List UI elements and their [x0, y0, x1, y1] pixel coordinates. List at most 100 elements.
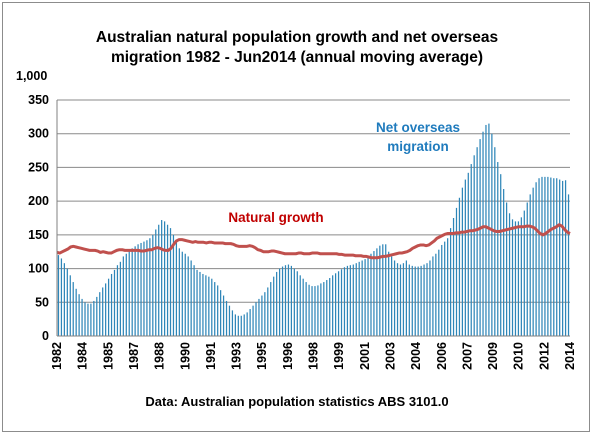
migration-bar [396, 263, 399, 336]
migration-bar [131, 248, 133, 336]
migration-bar [455, 207, 458, 336]
migration-bar [252, 305, 254, 336]
migration-bar [290, 265, 293, 336]
migration-bar [526, 202, 528, 336]
y-tick-label: 150 [28, 228, 49, 242]
migration-bar [337, 271, 340, 336]
migration-bar [532, 187, 534, 336]
migration-bar [90, 303, 92, 336]
migration-bar [311, 286, 313, 336]
migration-bar [382, 244, 384, 336]
migration-bar [208, 276, 210, 336]
x-tick-label: 2014 [563, 342, 577, 370]
migration-bar [222, 295, 225, 336]
migration-bar [302, 278, 304, 336]
migration-bar [514, 221, 517, 336]
x-tick-labels: 1982 1984 1985 1987 1988 1990 1991 1993 1995 1996… [50, 342, 577, 370]
migration-bar [217, 285, 219, 336]
x-tick-label: 1991 [204, 342, 218, 370]
migration-bar [178, 248, 180, 336]
x-tick-label: 2006 [435, 342, 449, 370]
migration-bar [296, 271, 298, 336]
migration-bar [84, 302, 86, 336]
y-axis-unit-label: 1,000 [16, 69, 47, 83]
chart-title-line-2: migration 1982 - Jun2014 (annual moving … [110, 49, 484, 66]
migration-bar [405, 260, 407, 336]
migration-bar [564, 180, 567, 336]
migration-bar [149, 238, 151, 336]
x-tick-label: 2010 [512, 342, 526, 370]
migration-bar [567, 194, 570, 336]
migration-bar [364, 259, 366, 336]
migration-bar [125, 253, 127, 336]
migration-bar [417, 266, 419, 336]
migration-bar [146, 240, 148, 336]
migration-bar [143, 241, 145, 336]
migration-bar [370, 253, 372, 336]
migration-bar [281, 266, 284, 336]
migration-bars [57, 123, 570, 336]
migration-bar [544, 176, 546, 336]
migration-bar [237, 315, 239, 336]
chart-title: Australian natural population growth and… [0, 28, 594, 68]
chart-title-line-1: Australian natural population growth and… [95, 29, 499, 46]
migration-bar [367, 256, 369, 336]
migration-bar [349, 265, 351, 336]
migration-bar [352, 264, 354, 336]
migration-bar [113, 269, 116, 336]
y-tick-label: 350 [28, 93, 49, 107]
migration-bar [175, 241, 178, 336]
gridlines [57, 99, 570, 303]
migration-bar [211, 278, 213, 336]
natural-growth-annotation: Natural growth [228, 210, 323, 225]
migration-bar [562, 180, 564, 336]
migration-bar [314, 286, 316, 336]
migration-bar [423, 264, 425, 336]
migration-bar [320, 283, 322, 336]
migration-bar [447, 238, 449, 336]
migration-bar [75, 288, 77, 336]
migration-bar [214, 282, 216, 336]
migration-bar [373, 251, 375, 336]
migration-bar [270, 282, 272, 336]
migration-bar [305, 282, 307, 336]
migration-bar [161, 220, 163, 336]
migration-bar [441, 244, 443, 336]
migration-bar [476, 147, 478, 336]
migration-annotation-line-2: migration [387, 139, 449, 154]
x-tick-label: 1998 [307, 342, 321, 370]
migration-bar [535, 182, 537, 336]
migration-bar [107, 278, 110, 336]
migration-bar [343, 267, 346, 336]
migration-bar [334, 273, 337, 336]
migration-bar [346, 265, 349, 336]
migration-bar [391, 256, 393, 336]
x-tick-label: 2004 [409, 342, 423, 370]
migration-bar [169, 228, 172, 336]
migration-bar [240, 315, 242, 336]
migration-bar [72, 282, 74, 336]
migration-bar [388, 251, 390, 336]
migration-bar [503, 189, 505, 336]
migration-bar [228, 305, 231, 336]
x-tick-label: 1988 [153, 342, 167, 370]
migration-bar [187, 256, 189, 336]
migration-bar [491, 133, 493, 336]
migration-bar [399, 264, 402, 336]
migration-bar [284, 265, 287, 336]
migration-bar [190, 260, 192, 336]
x-tick-label: 1999 [332, 342, 346, 370]
migration-bar [273, 276, 275, 336]
migration-bar [497, 162, 499, 336]
migration-bar [426, 263, 428, 336]
migration-bar [99, 292, 101, 336]
migration-bar [358, 261, 360, 336]
migration-bar [258, 298, 260, 336]
migration-bar [63, 263, 65, 336]
migration-bar [485, 124, 487, 336]
migration-bar [473, 155, 475, 336]
migration-bar [287, 264, 290, 336]
migration-bar [461, 187, 464, 336]
migration-bar [438, 249, 440, 336]
migration-bar [278, 268, 281, 336]
